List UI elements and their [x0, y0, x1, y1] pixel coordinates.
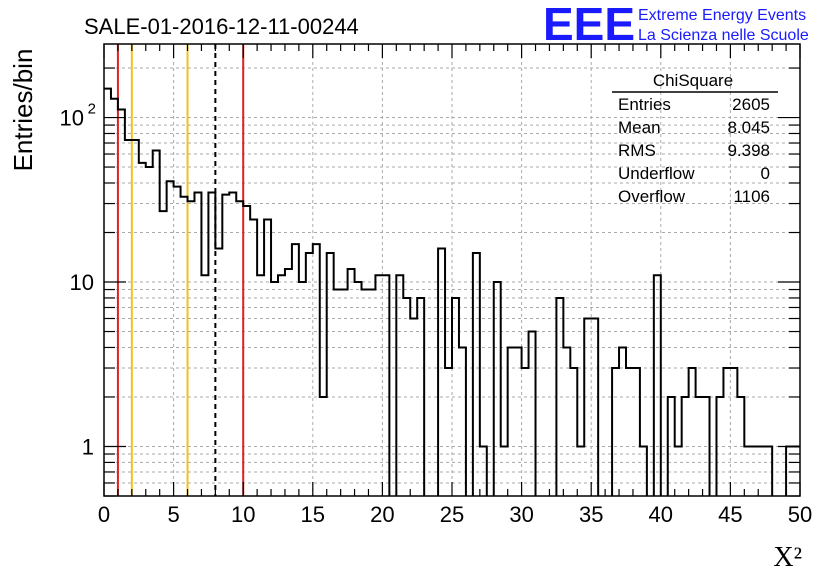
stats-value: 9.398: [727, 141, 770, 160]
stats-value: 2605: [732, 95, 770, 114]
logo-line-2: La Scienza nelle Scuole: [638, 27, 809, 44]
histogram-outline: [104, 87, 800, 496]
eee-logo: EEE: [543, 0, 635, 50]
x-tick-label: 30: [509, 502, 533, 527]
y-tick-label: 1: [82, 434, 94, 459]
stats-value: 0: [761, 164, 770, 183]
stats-value: 8.045: [727, 118, 770, 137]
x-tick-label: 40: [649, 502, 673, 527]
chart-title: SALE-01-2016-12-11-00244: [84, 14, 359, 39]
x-tick-label: 20: [370, 502, 394, 527]
x-tick-label: 45: [718, 502, 742, 527]
stats-label: RMS: [618, 141, 656, 160]
stats-value: 1106: [733, 187, 770, 206]
x-axis-label: X²: [773, 542, 802, 572]
y-axis-label: Entries/bin: [8, 49, 38, 172]
x-tick-label: 35: [579, 502, 603, 527]
stats-title: ChiSquare: [653, 71, 733, 90]
y-tick-label: 10: [70, 270, 94, 295]
logo-line-1: Extreme Energy Events: [638, 7, 806, 24]
x-tick-label: 15: [301, 502, 325, 527]
stats-label: Mean: [618, 118, 661, 137]
x-tick-label: 50: [788, 502, 812, 527]
x-tick-label: 0: [98, 502, 110, 527]
stats-label: Underflow: [618, 164, 695, 183]
x-tick-label: 25: [440, 502, 464, 527]
reference-lines: [116, 44, 245, 496]
x-tick-label: 10: [231, 502, 255, 527]
y-tick-label: 10: [60, 106, 84, 131]
x-tick-label: 5: [167, 502, 179, 527]
stats-label: Overflow: [618, 187, 686, 206]
stats-label: Entries: [618, 95, 671, 114]
stats-box: ChiSquare Entries 2605 Mean 8.045 RMS 9.398 Un…: [612, 71, 778, 206]
y-tick-exponent: 2: [88, 101, 96, 118]
